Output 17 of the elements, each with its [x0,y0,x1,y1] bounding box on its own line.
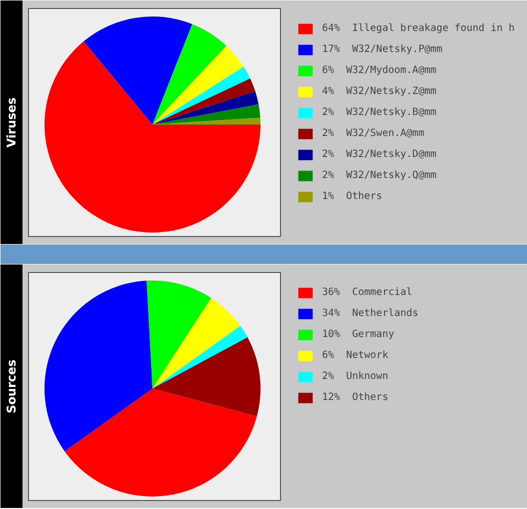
legend-label: 2% W32/Netsky.D@mm [322,149,436,160]
legend-label: 1% Others [322,191,382,202]
legend-label: 2% W32/Netsky.B@mm [322,107,436,118]
legend-label: 2% W32/Netsky.Q@mm [322,170,436,181]
legend-label: 10% Germany [322,329,394,340]
legend-label: 36% Commercial [322,287,412,298]
legend-label: 4% W32/Netsky.Z@mm [322,86,436,97]
text: Sources [4,360,18,414]
legend-label: 2% Unknown [322,371,388,382]
legend-label: 6% Network [322,350,388,361]
legend-label: 17% W32/Netsky.P@mm [322,44,442,55]
legend-label: 12% Others [322,392,388,403]
legend-label: 64% Illegal breakage found in h [322,23,515,34]
legend-label: 6% W32/Mydoom.A@mm [322,65,436,76]
legend-label: 34% Netherlands [322,308,418,319]
text: Viruses [4,97,18,148]
legend-label: 2% W32/Swen.A@mm [322,128,424,139]
